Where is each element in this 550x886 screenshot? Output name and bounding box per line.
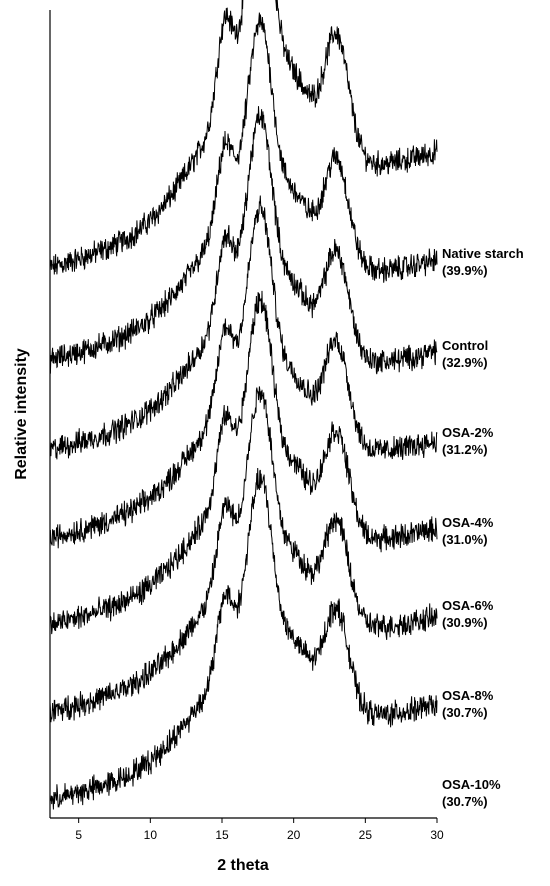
- x-tick-label: 10: [144, 828, 158, 842]
- x-tick-label: 25: [359, 828, 373, 842]
- series-curve: [49, 12, 438, 374]
- series-label: OSA-10%: [442, 777, 501, 792]
- series-crystallinity-label: (39.9%): [442, 263, 488, 278]
- series-curve: [49, 290, 438, 635]
- x-tick-label: 30: [430, 828, 444, 842]
- series-crystallinity-label: (30.7%): [442, 705, 488, 720]
- curves: [49, 0, 438, 810]
- axes: [49, 10, 437, 819]
- x-tick-label: 15: [215, 828, 229, 842]
- series-crystallinity-label: (30.9%): [442, 615, 488, 630]
- x-tick-label: 20: [287, 828, 301, 842]
- series-crystallinity-label: (32.9%): [442, 355, 488, 370]
- series-crystallinity-label: (31.2%): [442, 442, 488, 457]
- series-crystallinity-label: (30.7%): [442, 794, 488, 809]
- series-label: OSA-6%: [442, 598, 494, 613]
- series-curve: [49, 0, 438, 275]
- series-label: OSA-2%: [442, 425, 494, 440]
- x-ticks: 5 10 15 20 25 30: [75, 818, 444, 842]
- series-curve: [49, 386, 438, 723]
- series-label: Native starch: [442, 246, 524, 261]
- series-curve: [49, 195, 438, 549]
- x-tick-label: 5: [75, 828, 82, 842]
- y-axis-title: Relative intensity: [13, 348, 30, 480]
- series-crystallinity-label: (31.0%): [442, 532, 488, 547]
- x-axis-title: 2 theta: [217, 857, 269, 874]
- series-label: OSA-8%: [442, 688, 494, 703]
- series-curve: [49, 467, 438, 810]
- series-labels: Native starch (39.9%) Control (32.9%) OSA-2%…: [442, 246, 524, 809]
- series-label: OSA-4%: [442, 515, 494, 530]
- series-label: Control: [442, 338, 488, 353]
- series-curve: [49, 106, 438, 460]
